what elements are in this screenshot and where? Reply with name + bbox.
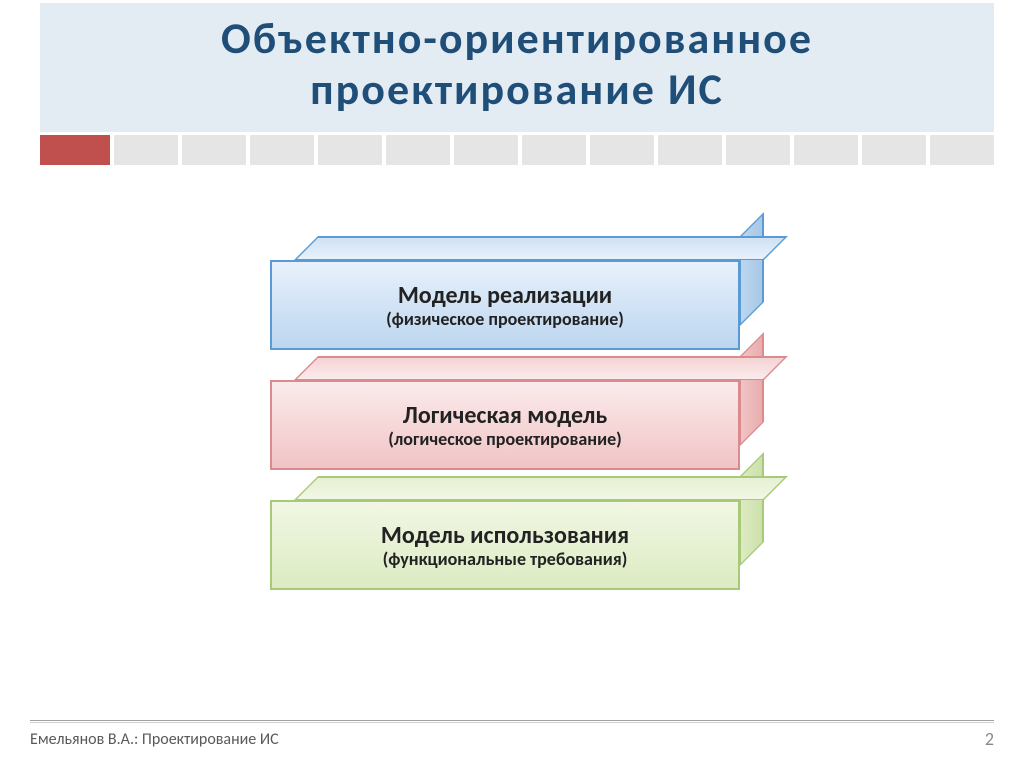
strip-cell [522, 135, 586, 165]
layer-title: Модель реализации [272, 281, 738, 310]
strip-cell [250, 135, 314, 165]
strip-cell [658, 135, 722, 165]
footer-author: Емельянов В.А.: Проектирование ИС [30, 730, 279, 749]
strip-cell [862, 135, 926, 165]
layer: Модель реализации(физическое проектирова… [270, 260, 750, 350]
layer-subtitle: (логическое проектирование) [272, 428, 738, 450]
page-number: 2 [985, 728, 994, 750]
strip-cell [114, 135, 178, 165]
layer-front-face: Модель использования(функциональные треб… [270, 500, 740, 590]
title-block: Объектно-ориентированное проектирование … [40, 0, 994, 132]
strip-cell [386, 135, 450, 165]
layer-side-face [740, 212, 764, 326]
footer-divider [30, 720, 994, 721]
layer-top-face [294, 236, 788, 260]
strip-cell [930, 135, 994, 165]
strip-cell [726, 135, 790, 165]
strip-cell [794, 135, 858, 165]
strip-cell [590, 135, 654, 165]
layer-top-face [294, 476, 788, 500]
footer-divider-2 [30, 722, 994, 723]
layer: Модель использования(функциональные треб… [270, 500, 750, 590]
footer: Емельянов В.А.: Проектирование ИС 2 [30, 728, 994, 750]
layer-front-face: Модель реализации(физическое проектирова… [270, 260, 740, 350]
layer-title: Логическая модель [272, 401, 738, 430]
layer: Логическая модель(логическое проектирова… [270, 380, 750, 470]
layer-front-face: Логическая модель(логическое проектирова… [270, 380, 740, 470]
layer-subtitle: (физическое проектирование) [272, 308, 738, 330]
strip-cell [318, 135, 382, 165]
layer-title: Модель использования [272, 521, 738, 550]
layer-subtitle: (функциональные требования) [272, 548, 738, 570]
decor-strip [40, 135, 994, 165]
strip-cell [454, 135, 518, 165]
strip-cell [182, 135, 246, 165]
layer-top-face [294, 356, 788, 380]
slide-title: Объектно-ориентированное проектирование … [70, 13, 964, 114]
layer-stack: Модель реализации(физическое проектирова… [270, 260, 750, 620]
strip-cell-red [40, 135, 110, 165]
